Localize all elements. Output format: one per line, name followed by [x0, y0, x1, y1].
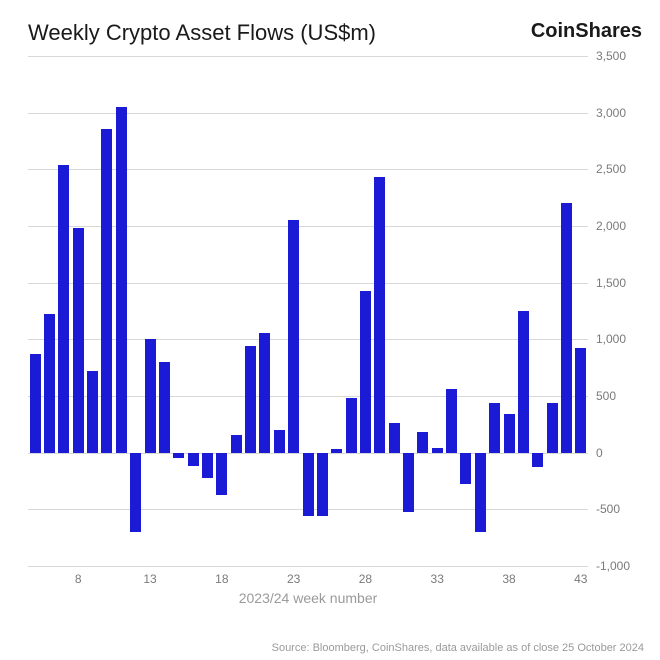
bar: [547, 403, 558, 453]
y-axis-label: -1,000: [596, 559, 630, 573]
bar: [475, 453, 486, 532]
bar: [417, 432, 428, 452]
bar: [446, 389, 457, 452]
x-axis-label: 28: [359, 572, 372, 586]
bar: [518, 311, 529, 453]
bar: [173, 453, 184, 459]
bar: [73, 228, 84, 452]
x-axis-label: 33: [431, 572, 444, 586]
bar: [259, 333, 270, 453]
source-note: Source: Bloomberg, CoinShares, data avai…: [272, 642, 644, 654]
y-axis-label: 2,500: [596, 162, 626, 176]
bar: [44, 314, 55, 452]
bar: [188, 453, 199, 467]
gridline: [28, 113, 588, 114]
bar: [274, 430, 285, 453]
bar: [561, 203, 572, 452]
plot-area: -1,000 -500 0 500 1,000 1,500 2,000 2,500 3,000 3…: [28, 56, 642, 596]
bar: [403, 453, 414, 512]
bar: [489, 403, 500, 453]
bar: [432, 448, 443, 453]
bar: [360, 291, 371, 453]
y-axis-label: 2,000: [596, 219, 626, 233]
x-axis-label: 23: [287, 572, 300, 586]
bar: [575, 348, 586, 452]
y-axis-label: 3,000: [596, 106, 626, 120]
gridline: [28, 566, 588, 567]
bar: [460, 453, 471, 485]
chart-container: Weekly Crypto Asset Flows (US$m) CoinSha…: [0, 0, 660, 660]
bar: [331, 449, 342, 452]
bar: [58, 165, 69, 453]
bar: [159, 362, 170, 453]
bar: [130, 453, 141, 532]
bar: [101, 129, 112, 453]
x-axis-label: 43: [574, 572, 587, 586]
bar: [504, 414, 515, 453]
bar: [202, 453, 213, 478]
x-axis-label: 8: [75, 572, 82, 586]
bar: [231, 435, 242, 453]
y-axis-label: 0: [596, 446, 603, 460]
bar: [317, 453, 328, 516]
y-axis-label: 1,500: [596, 276, 626, 290]
bar: [145, 339, 156, 452]
gridline: [28, 56, 588, 57]
x-axis-label: 13: [143, 572, 156, 586]
bar: [288, 220, 299, 452]
bar: [532, 453, 543, 468]
y-axis-label: 1,000: [596, 332, 626, 346]
y-axis-label: 3,500: [596, 49, 626, 63]
bar: [30, 354, 41, 453]
bar: [87, 371, 98, 453]
chart-title: Weekly Crypto Asset Flows (US$m): [28, 20, 376, 46]
x-axis-label: 38: [502, 572, 515, 586]
bar: [303, 453, 314, 516]
brand-logo: CoinShares: [531, 20, 642, 43]
x-axis-label: 18: [215, 572, 228, 586]
y-axis-label: -500: [596, 502, 620, 516]
bar: [245, 346, 256, 453]
bar: [374, 177, 385, 452]
chart-header: Weekly Crypto Asset Flows (US$m) CoinSha…: [28, 20, 642, 46]
bar: [346, 398, 357, 452]
x-axis-title: 2023/24 week number: [239, 590, 378, 606]
bar: [116, 107, 127, 453]
y-axis-label: 500: [596, 389, 616, 403]
bar: [216, 453, 227, 495]
bar: [389, 423, 400, 452]
